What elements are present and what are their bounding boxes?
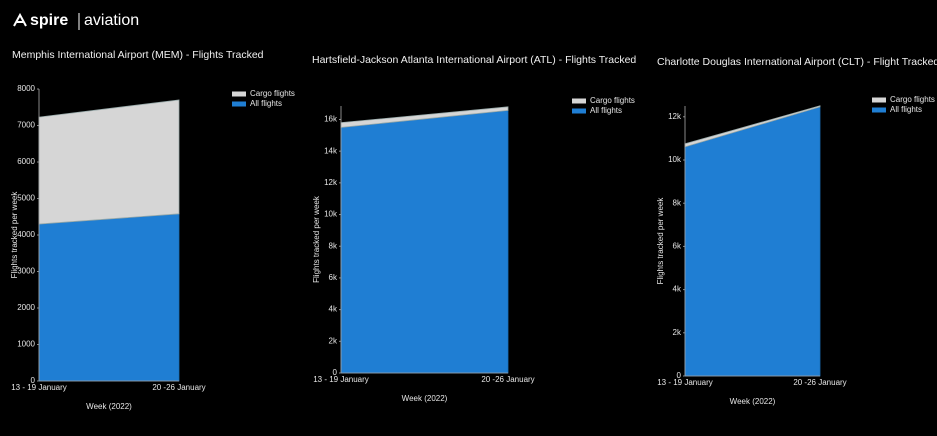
- x-axis-title: Week (2022): [86, 402, 132, 411]
- legend-swatch: [232, 101, 246, 107]
- chart-title: Charlotte Douglas International Airport …: [657, 56, 937, 68]
- legend-label: Cargo flights: [250, 89, 295, 98]
- y-tick-label: 7000: [17, 121, 35, 130]
- y-tick-label: 2k: [673, 328, 682, 337]
- y-tick-label: 10k: [668, 155, 682, 164]
- x-axis-title: Week (2022): [730, 397, 776, 406]
- chart-title: Hartsfield-Jackson Atlanta International…: [312, 54, 636, 66]
- y-tick-label: 2000: [17, 303, 35, 312]
- legend-swatch: [572, 98, 586, 104]
- legend-label: All flights: [250, 99, 282, 108]
- x-tick-label: 20 -26 January: [152, 383, 205, 392]
- legend-label: All flights: [590, 106, 622, 115]
- x-tick-label: 20 -26 January: [481, 375, 534, 384]
- y-tick-label: 1000: [17, 340, 35, 349]
- y-tick-label: 0: [31, 376, 36, 385]
- area: [38, 213, 180, 382]
- y-tick-label: 12k: [668, 112, 682, 121]
- y-tick-label: 4k: [673, 285, 682, 294]
- y-tick-label: 10k: [324, 210, 338, 219]
- product: aviation: [84, 12, 139, 29]
- y-tick-label: 16k: [324, 115, 338, 124]
- chart-title: Memphis International Airport (MEM) - Fl…: [12, 49, 264, 61]
- y-tick-label: 5000: [17, 194, 35, 203]
- y-tick-label: 0: [333, 368, 338, 377]
- x-tick-label: 13 - 19 January: [11, 383, 67, 392]
- x-tick-label: 20 -26 January: [793, 378, 846, 387]
- x-tick-label: 13 - 19 January: [657, 378, 713, 387]
- logo-icon: [13, 12, 27, 27]
- legend-swatch: [872, 97, 886, 103]
- y-tick-label: 8k: [329, 241, 338, 250]
- y-tick-label: 3000: [17, 267, 35, 276]
- brand: spire: [30, 12, 68, 29]
- y-tick-label: 8k: [673, 198, 682, 207]
- y-tick-label: 4k: [329, 305, 338, 314]
- y-tick-label: 6k: [329, 273, 338, 282]
- legend-swatch: [572, 108, 586, 114]
- x-axis-title: Week (2022): [402, 394, 448, 403]
- legend-swatch: [232, 91, 246, 97]
- x-tick-label: 13 - 19 January: [313, 375, 369, 384]
- legend-swatch: [872, 107, 886, 113]
- legend-label: All flights: [890, 105, 922, 114]
- y-tick-label: 14k: [324, 146, 338, 155]
- y-tick-label: 12k: [324, 178, 338, 187]
- area: [684, 106, 821, 377]
- y-axis-title: Flights tracked per week: [10, 191, 19, 279]
- y-tick-label: 2k: [329, 336, 338, 345]
- y-tick-label: 0: [677, 371, 682, 380]
- area: [340, 109, 509, 374]
- y-axis-title: Flights tracked per week: [656, 197, 665, 285]
- legend-label: Cargo flights: [590, 96, 635, 105]
- y-axis-title: Flights tracked per week: [312, 195, 321, 283]
- y-tick-label: 8000: [17, 84, 35, 93]
- area: [38, 99, 180, 225]
- y-tick-label: 6k: [673, 242, 682, 251]
- y-tick-label: 4000: [17, 230, 35, 239]
- y-tick-label: 6000: [17, 157, 35, 166]
- legend-label: Cargo flights: [890, 95, 935, 104]
